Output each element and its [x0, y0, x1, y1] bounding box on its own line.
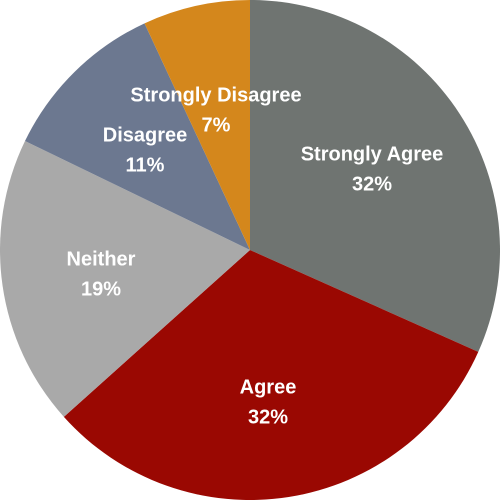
- pie-slice-neither: [0, 141, 250, 417]
- pie-slice-agree: [63, 250, 479, 500]
- slice-label-strongly-disagree: Strongly Disagree: [130, 84, 301, 106]
- pie-labels: Strongly Agree 32% Agree 32% Neither 19% Disag…: [67, 84, 444, 428]
- slice-label-strongly-agree: Strongly Agree: [301, 143, 444, 165]
- slice-value-strongly-disagree: 7%: [202, 114, 231, 136]
- slice-value-strongly-agree: 32%: [352, 173, 392, 195]
- slice-label-agree: Agree: [240, 376, 297, 398]
- slice-value-agree: 32%: [248, 406, 288, 428]
- pie-slice-disagree: [24, 23, 251, 251]
- slice-label-disagree: Disagree: [103, 124, 188, 146]
- pie-slice-strongly-agree: [250, 0, 500, 352]
- slice-value-disagree: 11%: [126, 154, 165, 176]
- pie-slice-strongly-disagree: [144, 0, 250, 250]
- slice-label-neither: Neither: [67, 248, 136, 270]
- slice-value-neither: 19%: [81, 278, 121, 300]
